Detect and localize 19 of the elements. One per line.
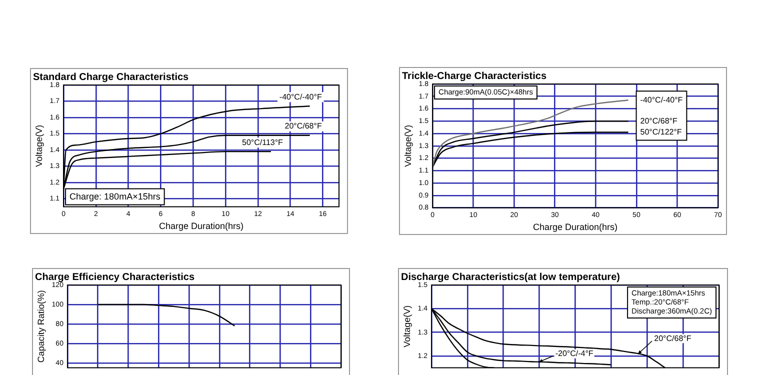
annotation: Charge: 180mA×15hrs xyxy=(70,191,161,202)
series-label: -40°C/-40°F xyxy=(279,92,322,102)
y-axis-title: Voltage(V) xyxy=(34,124,44,167)
series-label: 50°C/113°F xyxy=(242,138,284,147)
chart-title: Charge Efficiency Characteristics xyxy=(35,272,195,283)
series-label: 20°C/68°F xyxy=(284,122,322,131)
x-axis-title: Charge Duration(hrs) xyxy=(158,221,244,232)
y-axis-title: Voltage(V) xyxy=(402,305,412,348)
x-axis-title: Charge Duration(hrs) xyxy=(532,222,618,232)
series-label: -40°C/-40°F xyxy=(640,95,683,104)
chart-title: Trickle-Charge Characteristics xyxy=(402,70,547,82)
y-axis-title: Voltage(V) xyxy=(402,124,413,167)
series-label: 50°C/122°F xyxy=(640,127,682,136)
chart-title: Discharge Characteristics(at low temperature) xyxy=(401,272,620,283)
series-label: 20°C/68°F xyxy=(640,116,678,126)
y-axis-title: Capacity Ratio(%) xyxy=(36,290,46,363)
legend-label: -20°C/-4°F xyxy=(555,349,594,358)
chart-title: Standard Charge Characteristics xyxy=(33,72,190,83)
series-label: 20°C/68°F xyxy=(654,334,692,343)
